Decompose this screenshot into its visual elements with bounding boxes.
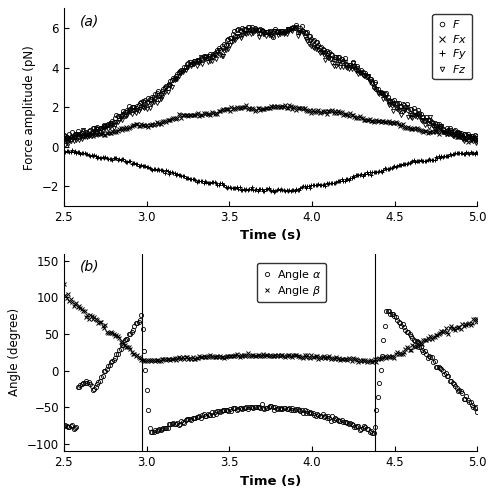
Angle $\alpha$ (474, 410, 480, 416)
Text: (b): (b) (80, 259, 100, 273)
Text: (a): (a) (80, 14, 99, 28)
$Fy$ (271, 188, 277, 194)
Angle $\beta$ (306, 354, 312, 360)
Angle $\beta$ (62, 292, 68, 298)
Angle $\beta$ (61, 281, 67, 287)
Angle $\beta$ (411, 343, 417, 349)
$Fx$ (307, 107, 313, 113)
Angle $\beta$ (374, 360, 380, 366)
Angle $\beta$ (437, 330, 443, 336)
X-axis label: Time (s): Time (s) (240, 230, 301, 243)
Legend: Angle $\alpha$, Angle $\beta$: Angle $\alpha$, Angle $\beta$ (257, 263, 326, 302)
$F$ (308, 36, 314, 42)
$Fy$ (474, 150, 480, 156)
$F$ (317, 45, 323, 51)
$Fy$ (69, 147, 75, 153)
$Fx$ (244, 102, 249, 108)
$Fy$ (62, 148, 68, 154)
Line: Angle $\beta$: Angle $\beta$ (61, 281, 480, 365)
$F$ (474, 133, 480, 139)
Line: Angle $\alpha$: Angle $\alpha$ (62, 309, 480, 435)
Angle $\beta$ (314, 353, 320, 359)
Angle $\alpha$ (62, 422, 68, 428)
$Fz$ (412, 113, 418, 119)
$Fx$ (308, 110, 314, 116)
Angle $\alpha$ (314, 411, 320, 417)
$Fz$ (310, 44, 316, 50)
$Fy$ (61, 149, 67, 155)
$F$ (439, 123, 445, 129)
$Fz$ (474, 135, 480, 141)
$Fx$ (315, 107, 321, 113)
Angle $\beta$ (307, 355, 313, 361)
$F$ (310, 39, 316, 45)
$F$ (62, 135, 68, 141)
$Fz$ (64, 140, 70, 146)
$Fz$ (439, 124, 445, 129)
$Fy$ (412, 159, 418, 165)
$Fx$ (62, 135, 68, 141)
Angle $\alpha$ (306, 410, 312, 416)
Angle $\alpha$ (439, 366, 445, 372)
$F$ (412, 108, 418, 114)
Angle $\alpha$ (369, 431, 375, 436)
Angle $\alpha$ (385, 308, 391, 313)
Angle $\alpha$ (61, 423, 67, 429)
$Fx$ (474, 138, 480, 144)
$Fx$ (465, 139, 471, 145)
$Fy$ (310, 182, 316, 188)
Y-axis label: Angle (degree): Angle (degree) (8, 309, 21, 396)
Line: $Fx$: $Fx$ (61, 102, 480, 144)
$Fy$ (308, 182, 314, 188)
Angle $\alpha$ (307, 409, 313, 415)
$F$ (61, 132, 67, 138)
$Fx$ (411, 125, 417, 131)
$Fx$ (437, 127, 443, 133)
Y-axis label: Force amplitude (pN): Force amplitude (pN) (23, 45, 36, 170)
X-axis label: Time (s): Time (s) (240, 475, 301, 488)
$Fx$ (61, 137, 67, 143)
$Fy$ (439, 153, 445, 159)
$Fy$ (317, 182, 323, 188)
$Fz$ (317, 50, 323, 56)
$Fz$ (61, 133, 67, 139)
Angle $\beta$ (474, 316, 480, 322)
$F$ (293, 22, 299, 28)
Angle $\alpha$ (412, 338, 418, 344)
$Fz$ (62, 142, 68, 148)
$Fz$ (293, 24, 299, 30)
$F$ (68, 136, 74, 142)
Line: $F$: $F$ (62, 23, 480, 141)
Line: $Fz$: $Fz$ (62, 25, 480, 147)
Line: $Fy$: $Fy$ (61, 148, 480, 194)
$Fz$ (308, 43, 314, 49)
Legend: $F$, $Fx$, $Fy$, $Fz$: $F$, $Fx$, $Fy$, $Fz$ (432, 14, 472, 79)
